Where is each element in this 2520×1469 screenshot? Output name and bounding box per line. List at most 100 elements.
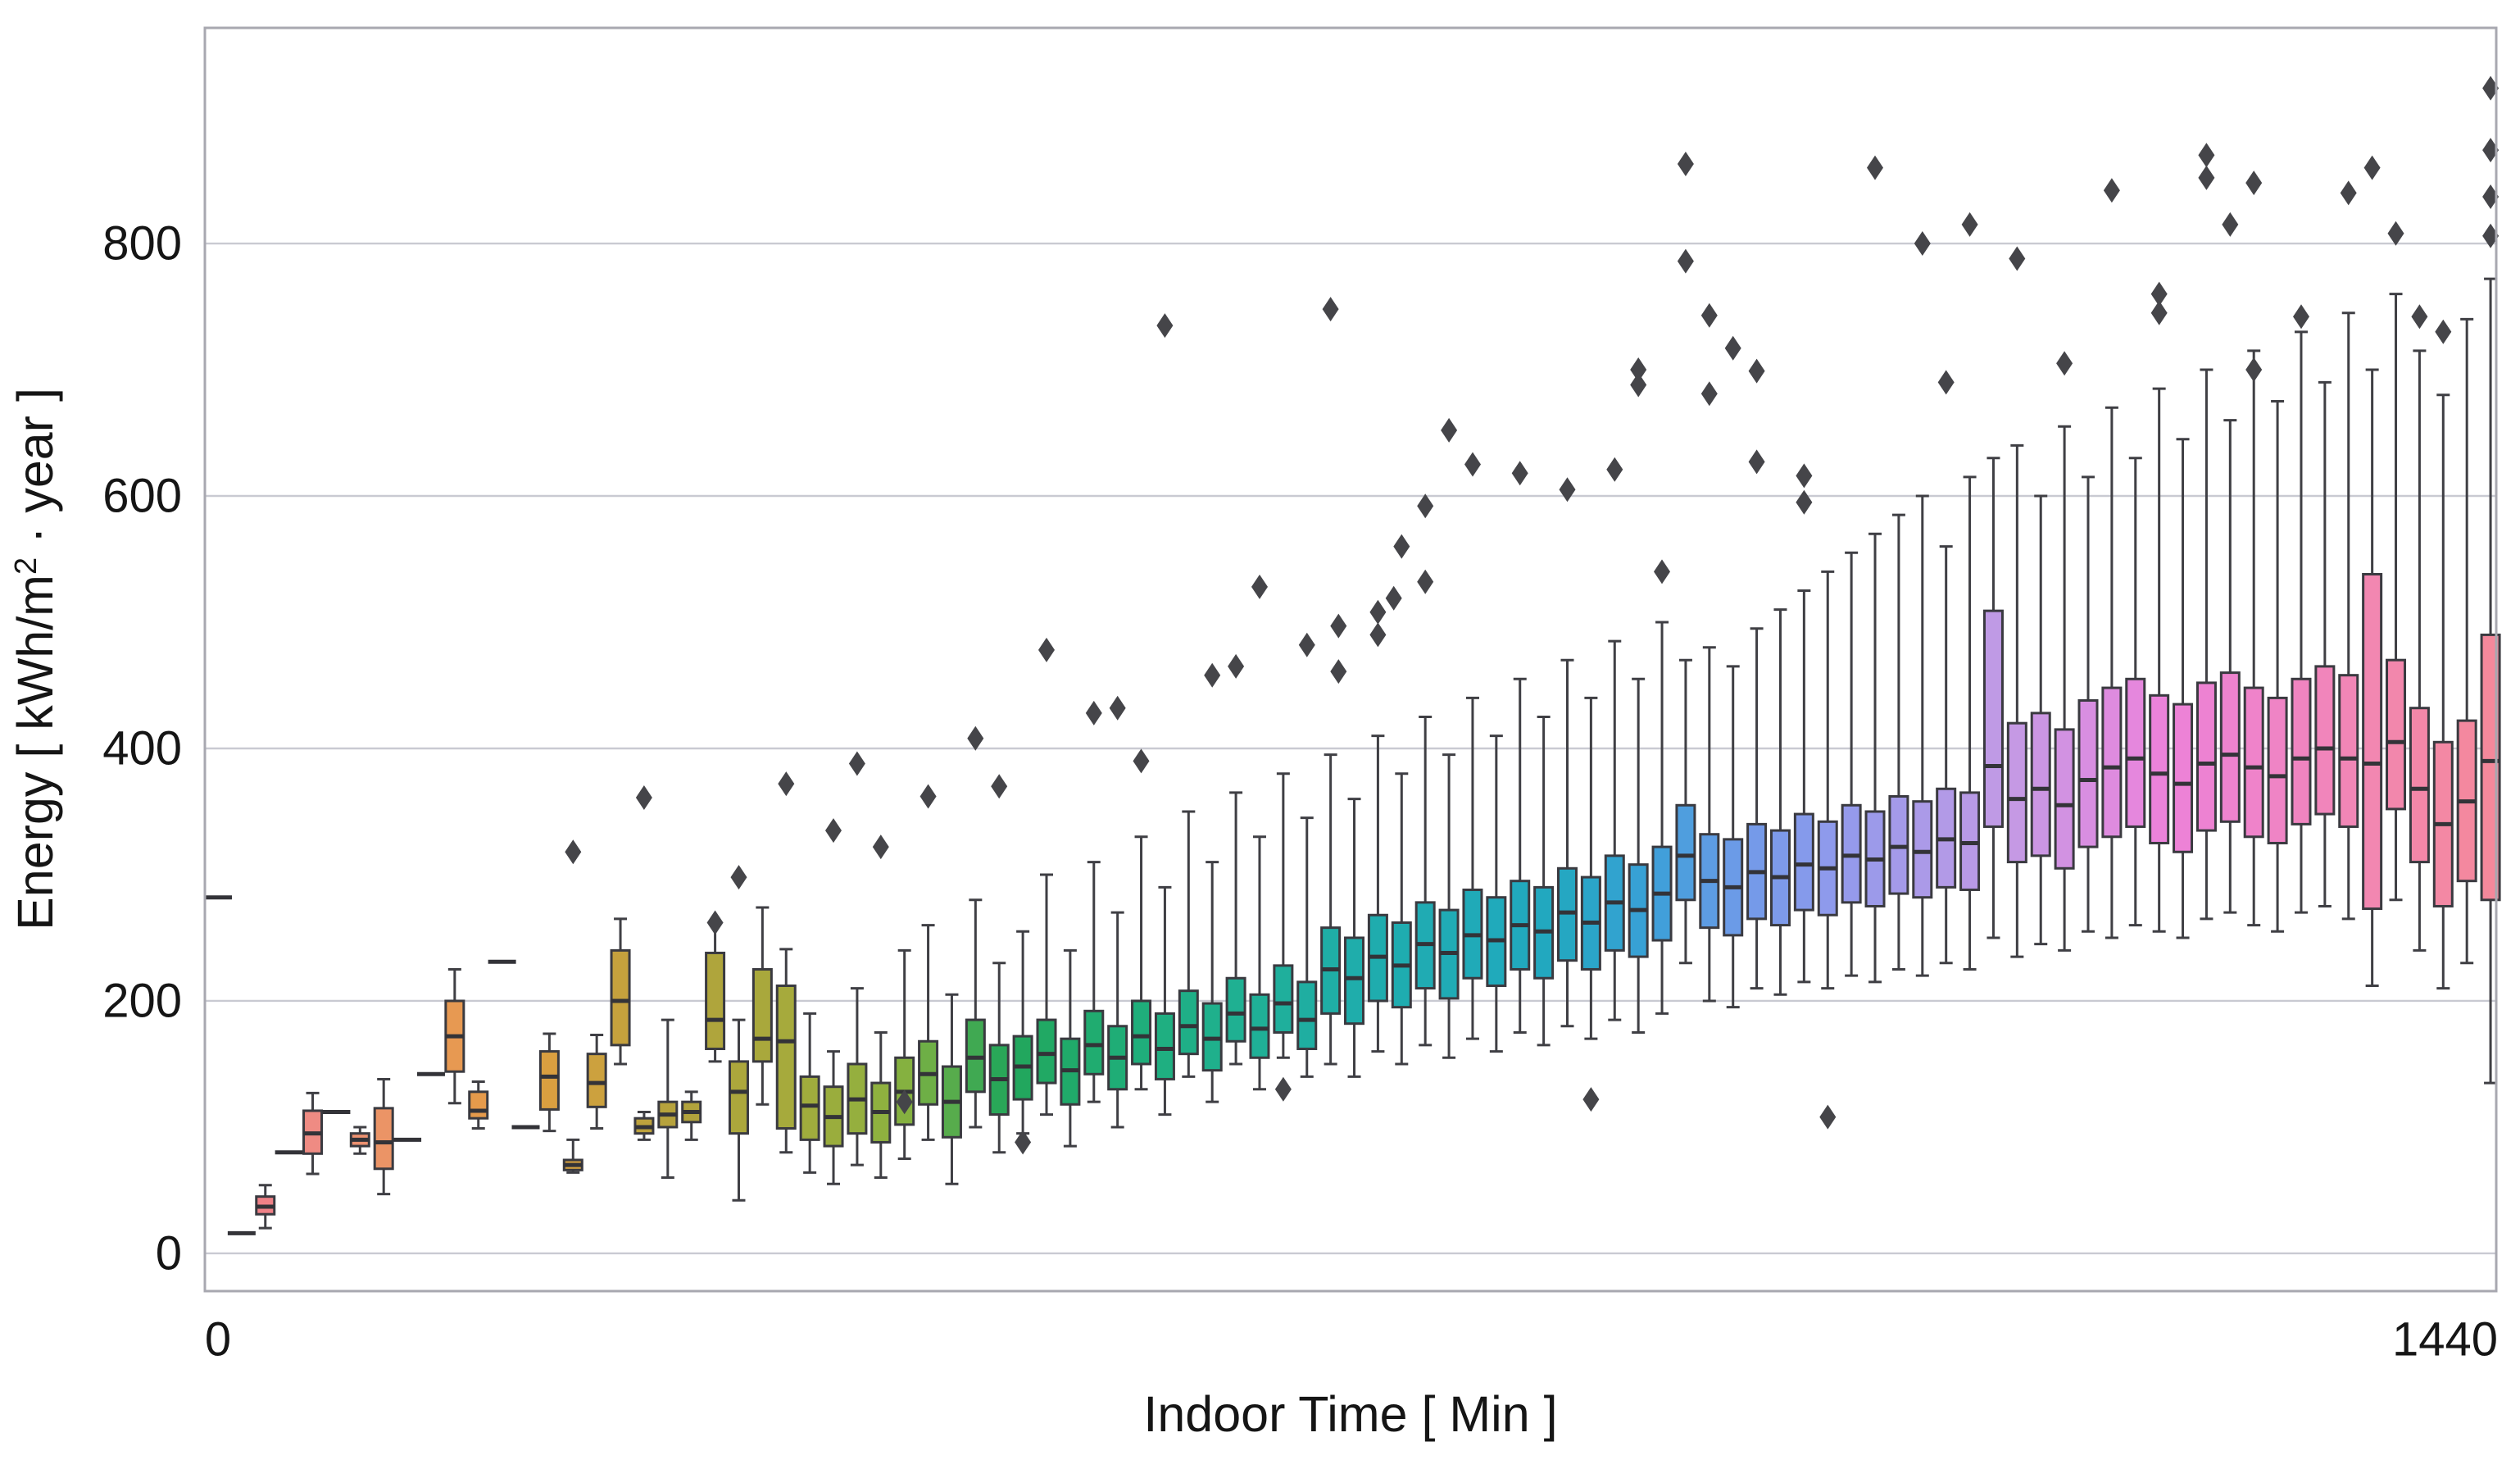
box-1320min xyxy=(2291,330,2312,914)
iqr-box xyxy=(1154,1012,1175,1080)
box-1335min xyxy=(2314,380,2336,907)
outlier-diamond xyxy=(2363,155,2381,180)
iqr-box xyxy=(2291,677,2312,825)
outlier-diamond xyxy=(1700,302,1718,328)
box-225min xyxy=(562,1138,583,1174)
outlier-diamond xyxy=(2482,184,2500,209)
box-1050min xyxy=(1864,532,1886,984)
y-tick-label-400: 400 xyxy=(102,721,182,775)
box-990min xyxy=(1769,608,1791,996)
box-630min xyxy=(1201,861,1223,1103)
box-765min xyxy=(1414,715,1436,1047)
outlier-diamond xyxy=(1369,622,1387,648)
outlier-points xyxy=(565,75,2500,1155)
outlier-diamond xyxy=(1330,613,1347,639)
outlier-diamond xyxy=(2245,357,2263,382)
iqr-box xyxy=(1912,800,1933,899)
outlier-diamond xyxy=(1914,231,1931,256)
box-1365min xyxy=(2362,368,2383,987)
box-1410min xyxy=(2432,393,2454,990)
outlier-diamond xyxy=(2009,246,2026,271)
x-axis-title: Indoor Time [ Min ] xyxy=(1143,1386,1557,1442)
outlier-diamond xyxy=(872,835,889,860)
outlier-diamond xyxy=(1819,1104,1837,1130)
box-915min xyxy=(1651,621,1673,1015)
box-1035min xyxy=(1841,551,1862,977)
box-150min xyxy=(444,967,465,1105)
box-615min xyxy=(1178,810,1199,1078)
outlier-diamond xyxy=(2340,180,2357,206)
iqr-box xyxy=(2409,707,2430,864)
box-450min xyxy=(918,924,939,1141)
outlier-diamond xyxy=(1156,313,1174,339)
outlier-diamond xyxy=(1867,155,1883,180)
iqr-box xyxy=(2243,686,2264,839)
box-165min xyxy=(468,1080,489,1130)
box-705min xyxy=(1320,753,1342,1066)
y-tick-label-600: 600 xyxy=(102,470,182,523)
outlier-diamond xyxy=(2150,300,2168,325)
iqr-box xyxy=(2386,658,2407,811)
outlier-diamond xyxy=(1464,452,1481,477)
box-240min xyxy=(586,1034,607,1130)
iqr-box xyxy=(1344,936,1365,1026)
box-1200min xyxy=(2101,406,2123,939)
iqr-box xyxy=(2219,671,2241,823)
outlier-diamond xyxy=(1511,461,1528,486)
outlier-diamond xyxy=(2103,178,2120,203)
y-tick-label-800: 800 xyxy=(102,217,182,271)
iqr-box xyxy=(2195,681,2217,832)
outlier-diamond xyxy=(1393,534,1410,559)
box-1155min xyxy=(2030,494,2051,946)
outlier-diamond xyxy=(1133,748,1150,774)
outlier-diamond xyxy=(1961,211,1978,237)
outlier-diamond xyxy=(565,839,582,865)
outlier-diamond xyxy=(1630,357,1647,382)
plot-border xyxy=(203,26,2498,1293)
box-330min xyxy=(728,1018,749,1202)
outlier-diamond xyxy=(1654,559,1670,584)
iqr-box xyxy=(775,984,797,1130)
box-285min xyxy=(657,1018,679,1180)
outlier-diamond xyxy=(1274,1076,1292,1102)
box-840min xyxy=(1533,715,1555,1047)
outlier-diamond xyxy=(1038,637,1055,662)
outlier-diamond xyxy=(848,751,865,776)
y-axis-title-superscript: 2 xyxy=(9,557,43,575)
box-885min xyxy=(1604,639,1625,1021)
iqr-box xyxy=(1273,964,1294,1034)
box-585min xyxy=(1131,835,1152,1091)
outlier-diamond xyxy=(991,774,1008,799)
outlier-diamond xyxy=(1700,381,1718,407)
box-405min xyxy=(847,987,868,1167)
x-axis-tick-labels: 0 1440 xyxy=(205,1313,2498,1367)
outlier-diamond xyxy=(1417,569,1434,594)
box-510min xyxy=(1012,930,1033,1135)
outlier-diamond xyxy=(2482,223,2500,248)
box-540min xyxy=(1060,948,1081,1148)
outlier-diamond xyxy=(1109,695,1126,721)
iqr-box xyxy=(705,951,726,1050)
box-375min xyxy=(799,1012,820,1174)
iqr-box xyxy=(1982,609,2004,828)
box-1095min xyxy=(1936,545,1957,965)
box-960min xyxy=(1723,665,1744,1009)
box-795min xyxy=(1462,696,1483,1040)
box-555min xyxy=(1083,861,1105,1103)
outlier-diamond xyxy=(919,784,937,809)
iqr-box xyxy=(1036,1018,1057,1085)
outlier-diamond xyxy=(1724,335,1741,361)
outlier-diamond xyxy=(2198,143,2215,168)
outlier-diamond xyxy=(1582,1087,1600,1112)
outlier-diamond xyxy=(1251,574,1268,599)
outlier-diamond xyxy=(1796,489,1813,515)
iqr-box xyxy=(610,948,631,1047)
box-1170min xyxy=(2054,425,2075,952)
box-390min xyxy=(823,1050,844,1185)
box-105min xyxy=(373,1077,394,1196)
box-1395min xyxy=(2409,349,2430,952)
box-90min xyxy=(349,1126,370,1155)
box-1005min xyxy=(1793,589,1814,984)
box-345min xyxy=(751,906,773,1106)
